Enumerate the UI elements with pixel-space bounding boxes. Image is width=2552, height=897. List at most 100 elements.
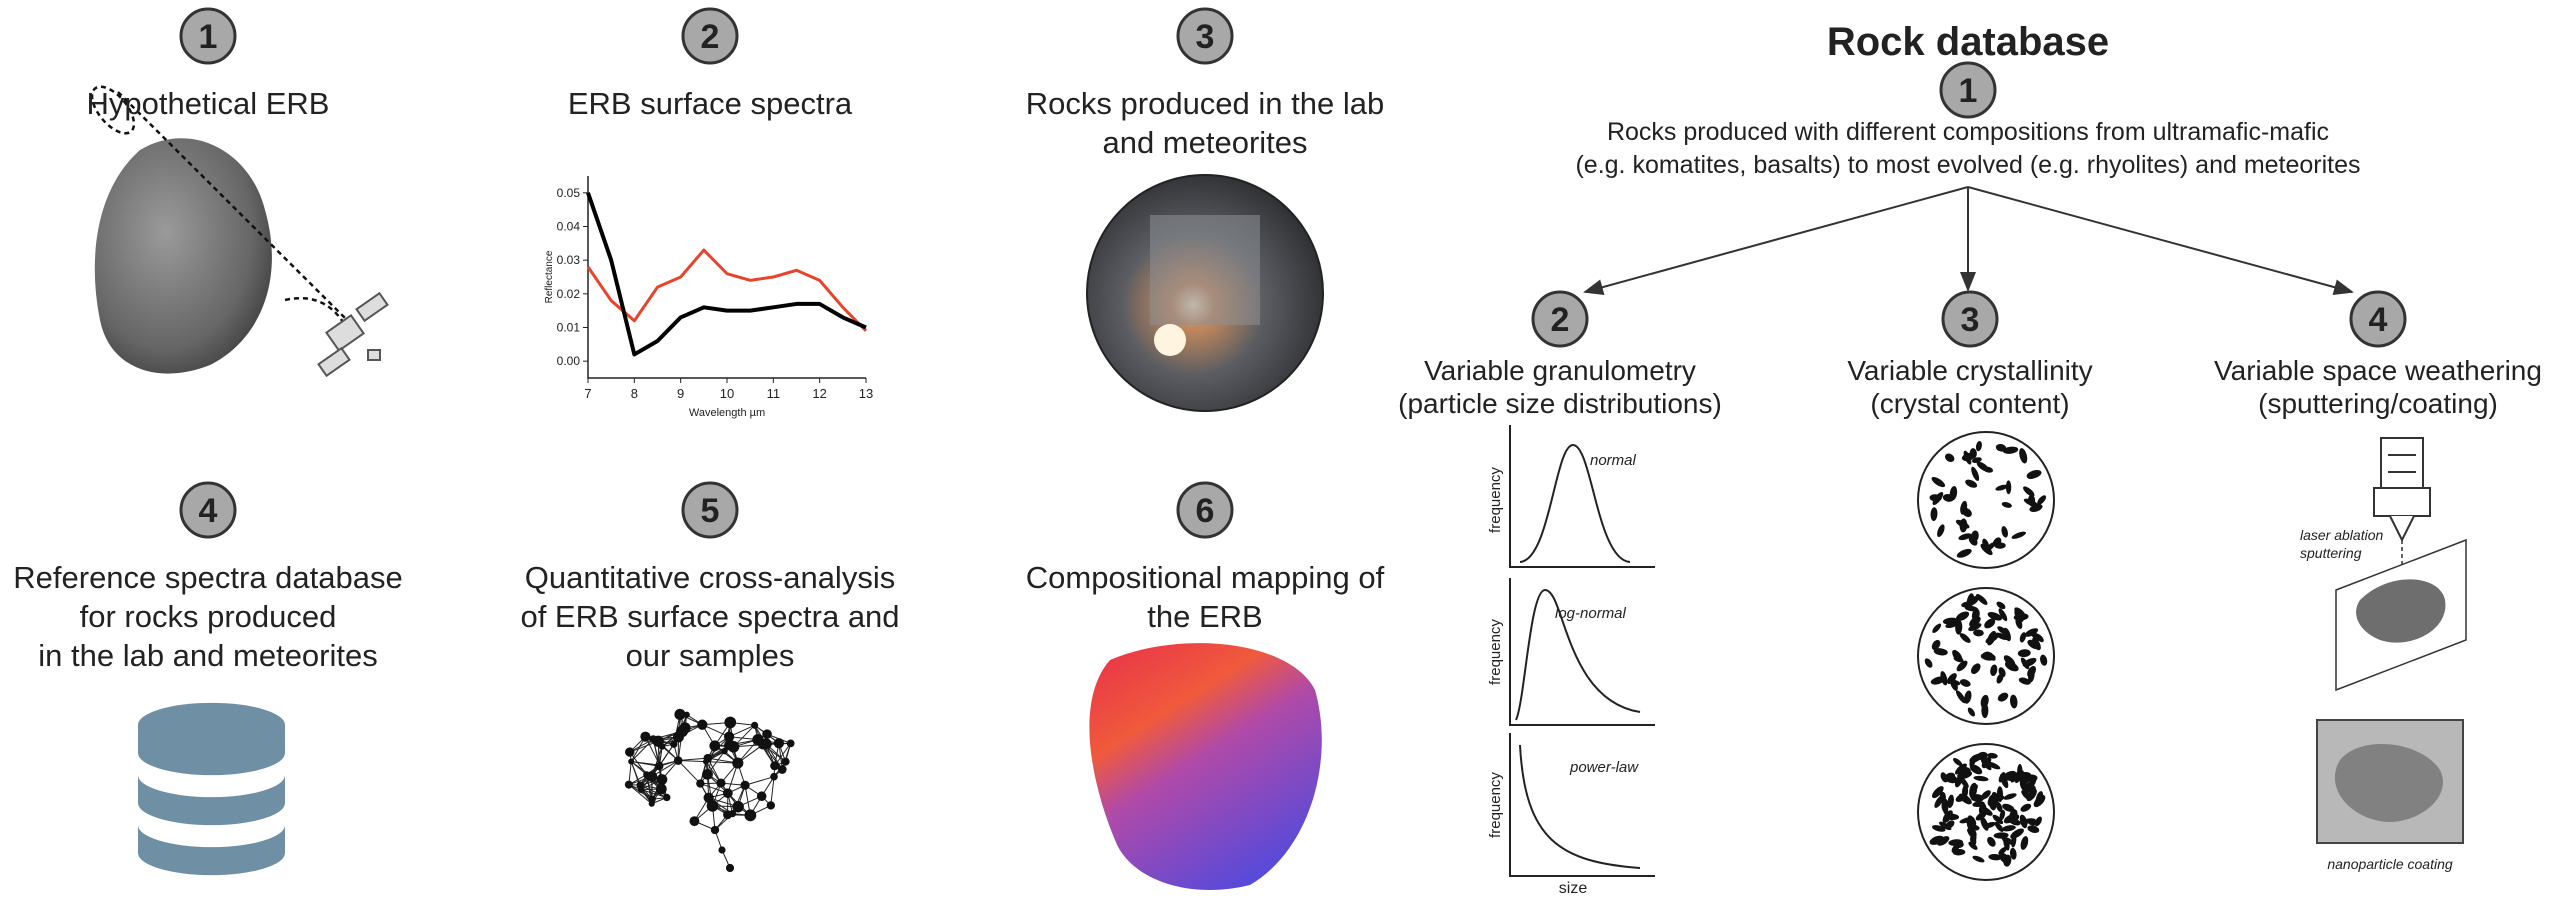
network-edge (640, 789, 667, 798)
network-node (716, 778, 726, 788)
orbit (90, 85, 136, 135)
spectra-chart: 7 8 9 10 11 12 13 0.00 0.01 0.02 0.03 0.04 0.05 Refle… (544, 176, 873, 419)
crystal (1930, 507, 1938, 522)
network-node (655, 762, 664, 771)
network-node (679, 722, 691, 734)
crystal (2007, 814, 2020, 823)
spacecraft (317, 291, 389, 378)
crystal (2027, 639, 2040, 650)
database-icon (138, 702, 285, 876)
crystal (2002, 825, 2016, 832)
step-label: ERB surface spectra (568, 86, 853, 121)
asteroid (94, 138, 272, 374)
network-node (696, 779, 705, 788)
crystal-circles (1917, 431, 2055, 881)
crystal (1997, 626, 2008, 635)
lab-photo-glow (1154, 324, 1186, 356)
step-label: for rocks produced (80, 599, 337, 634)
crystal (1929, 835, 1944, 845)
crystal (2015, 617, 2023, 629)
crystal (1949, 677, 1958, 691)
y-tick-label: 0.03 (557, 253, 581, 267)
crystal (1992, 814, 2004, 825)
crystal (1930, 676, 1946, 685)
step-label: and meteorites (1102, 125, 1307, 160)
branch-label: Variable granulometry (1424, 355, 1696, 386)
network-node (773, 738, 785, 749)
step-label: in the lab and meteorites (38, 638, 378, 673)
crystal (2010, 828, 2024, 839)
number-badge (1939, 61, 1997, 119)
crystal (1959, 518, 1968, 533)
crystal (1954, 763, 1967, 775)
y-tick-label: 0.02 (557, 287, 581, 301)
network-node (744, 809, 757, 822)
crystal (1994, 542, 2006, 549)
crystal (1972, 855, 1985, 863)
network-edge (770, 776, 775, 806)
step-number: 2 (1551, 301, 1570, 339)
crystal (1975, 811, 1987, 821)
step-number: 5 (701, 492, 720, 530)
crystal (1958, 533, 1972, 541)
crystal (1934, 794, 1944, 808)
step-label: of ERB surface spectra and (520, 599, 899, 634)
network-node (640, 731, 651, 742)
crystal (1980, 652, 1996, 661)
network-edge (744, 776, 775, 786)
number-badge (1176, 481, 1234, 539)
crystal (2019, 776, 2030, 784)
crystal (1970, 784, 1978, 794)
network-node (781, 757, 790, 766)
crystal (1929, 494, 1942, 502)
crystal (2023, 486, 2035, 497)
distribution-name: power-law (1569, 759, 1639, 776)
network-node (727, 741, 740, 753)
y-tick-label: 0.04 (557, 220, 581, 234)
axis-label: size (1559, 880, 1588, 897)
crystal (1924, 658, 1933, 668)
crystal (2026, 777, 2037, 791)
network-edge (631, 760, 660, 767)
distribution-name: log-normal (1555, 605, 1627, 622)
network-node (670, 740, 678, 748)
number-badge (2349, 290, 2407, 348)
crystal (1956, 660, 1968, 672)
network-edge (640, 784, 668, 798)
crystal (1953, 758, 1963, 767)
laser-device (2373, 437, 2431, 543)
spectrum-line (586, 248, 868, 332)
crystal (1955, 611, 1970, 622)
crystal (2026, 788, 2037, 802)
network-node (740, 780, 750, 790)
crystal (2017, 649, 2031, 658)
network-node (689, 816, 700, 827)
axis-label: frequency (1487, 467, 1504, 533)
crystal (1931, 476, 1946, 488)
crystal (1980, 806, 1993, 816)
branch-label: (crystal content) (1870, 388, 2069, 419)
coating-particles (2334, 743, 2443, 822)
crystal (1971, 457, 1982, 463)
crystal (1994, 821, 2004, 832)
crystal (1937, 524, 1945, 538)
crystal (1993, 832, 2009, 839)
network-node (766, 801, 776, 810)
crystal (2019, 814, 2028, 829)
crystal (1990, 664, 1998, 676)
step-number: 3 (1961, 301, 1980, 339)
step-number: 1 (1959, 72, 1978, 110)
number-badge (681, 481, 739, 539)
network-node (628, 758, 635, 765)
crystal (1960, 500, 1968, 515)
network-node (706, 799, 719, 812)
network-node (723, 810, 733, 820)
step-number: 6 (1196, 492, 1215, 530)
network-node (655, 783, 667, 795)
crystal (1941, 798, 1949, 813)
x-tick-label: 10 (720, 386, 734, 401)
network-node (770, 772, 778, 781)
step-number: 4 (199, 492, 218, 530)
x-tick-label: 11 (767, 386, 781, 401)
